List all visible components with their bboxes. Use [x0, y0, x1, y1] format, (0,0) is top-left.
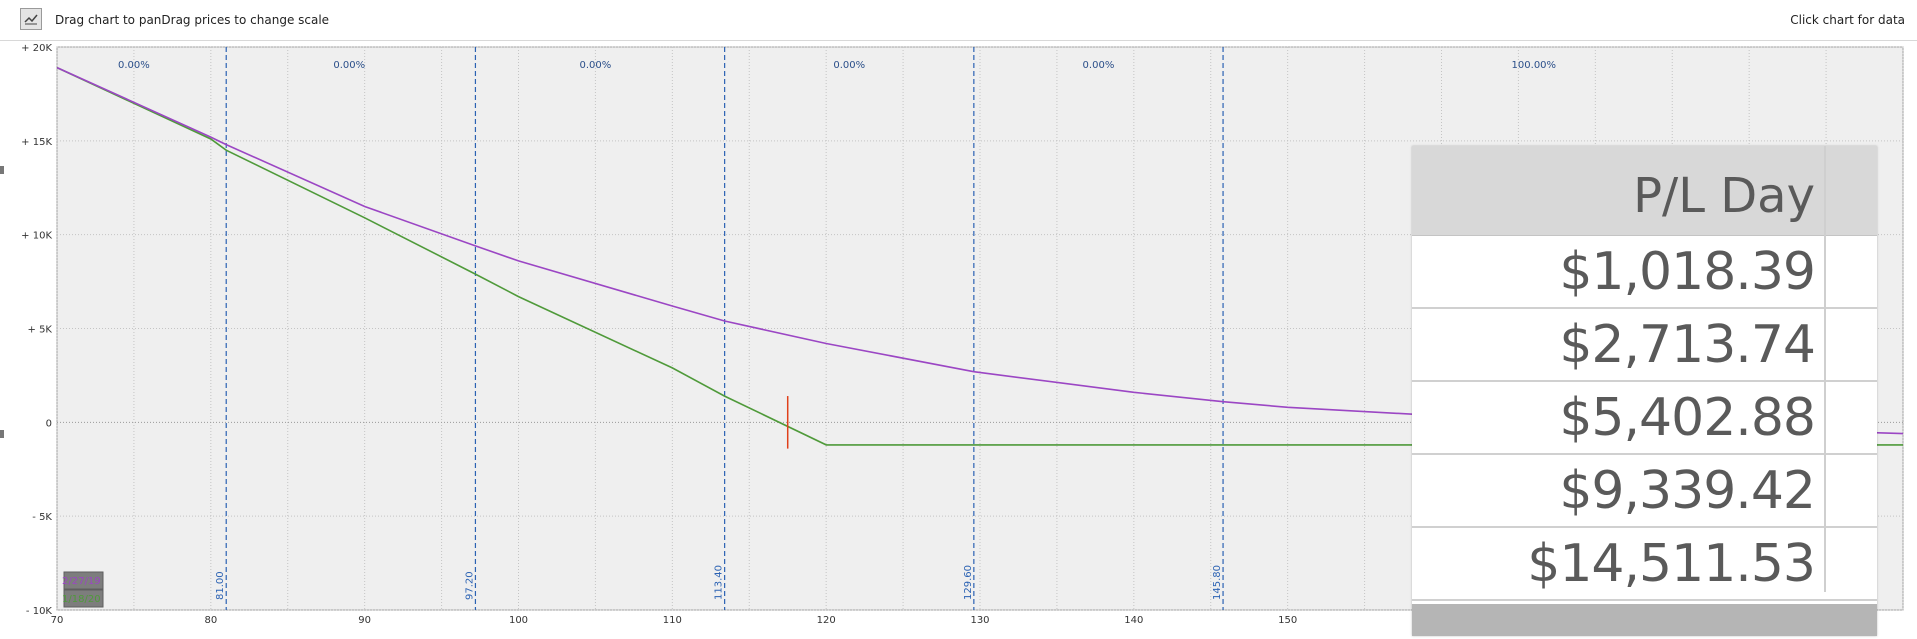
y-tick-label: - 5K: [32, 512, 52, 523]
pl-day-value: $9,339.42: [1559, 461, 1816, 521]
legend-swatch: [63, 589, 104, 608]
left-edge-marker: [0, 430, 4, 438]
probability-label: 0.00%: [333, 60, 365, 71]
pl-day-row: $9,339.42: [1412, 455, 1877, 528]
pl-day-header: P/L Day: [1412, 146, 1877, 236]
pl-day-value: $2,713.74: [1559, 315, 1816, 375]
legend-label: 1/18/20: [62, 594, 101, 605]
x-tick-label: 90: [358, 615, 371, 626]
strike-label: 113.40: [714, 565, 725, 600]
y-tick-label: - 10K: [26, 606, 53, 617]
x-tick-label: 70: [51, 615, 64, 626]
legend-swatch: [63, 571, 104, 590]
strike-label: 145.80: [1212, 565, 1223, 600]
probability-label: 0.00%: [118, 60, 150, 71]
y-tick-label: 0: [46, 418, 52, 429]
probability-label: 100.00%: [1512, 60, 1557, 71]
y-tick-label: + 15K: [21, 137, 52, 148]
strike-label: 129.60: [963, 565, 974, 600]
strike-label: 97.20: [464, 571, 475, 600]
pl-day-value: $1,018.39: [1559, 242, 1816, 302]
pl-day-value: $14,511.53: [1527, 534, 1816, 594]
y-tick-label: + 20K: [21, 43, 52, 54]
pl-day-divider: [1824, 146, 1826, 592]
y-tick-label: + 5K: [28, 325, 53, 336]
line-chart-icon[interactable]: [20, 8, 42, 30]
x-tick-label: 80: [204, 615, 217, 626]
x-tick-label: 140: [1124, 615, 1143, 626]
pl-day-row: $5,402.88: [1412, 382, 1877, 455]
probability-label: 0.00%: [833, 60, 865, 71]
x-tick-label: 130: [970, 615, 989, 626]
y-tick-label: + 10K: [21, 231, 52, 242]
click-data-hint: Click chart for data: [1790, 13, 1905, 27]
legend-label: 2/27/19: [62, 576, 101, 587]
probability-label: 0.00%: [580, 60, 612, 71]
pl-day-row: $1,018.39: [1412, 236, 1877, 309]
pl-day-value: $5,402.88: [1559, 388, 1816, 448]
pl-day-row: $2,713.74: [1412, 309, 1877, 382]
x-tick-label: 110: [663, 615, 682, 626]
pl-day-row: $14,511.53: [1412, 528, 1877, 601]
x-tick-label: 150: [1278, 615, 1297, 626]
pan-scale-hint: Drag chart to panDrag prices to change s…: [55, 13, 330, 27]
chart-toolbar: Drag chart to panDrag prices to change s…: [0, 0, 1917, 41]
strike-label: 81.00: [215, 571, 226, 600]
pl-day-footer: [1412, 604, 1877, 636]
probability-label: 0.00%: [1083, 60, 1115, 71]
x-tick-label: 100: [509, 615, 528, 626]
chart-legend: 2/27/19 1/18/20: [62, 571, 104, 608]
pl-day-header-label: P/L Day: [1633, 168, 1815, 224]
pl-day-panel: P/L Day $1,018.39 $2,713.74 $5,402.88 $9…: [1412, 146, 1877, 636]
x-tick-label: 120: [817, 615, 836, 626]
left-edge-marker: [0, 166, 4, 174]
